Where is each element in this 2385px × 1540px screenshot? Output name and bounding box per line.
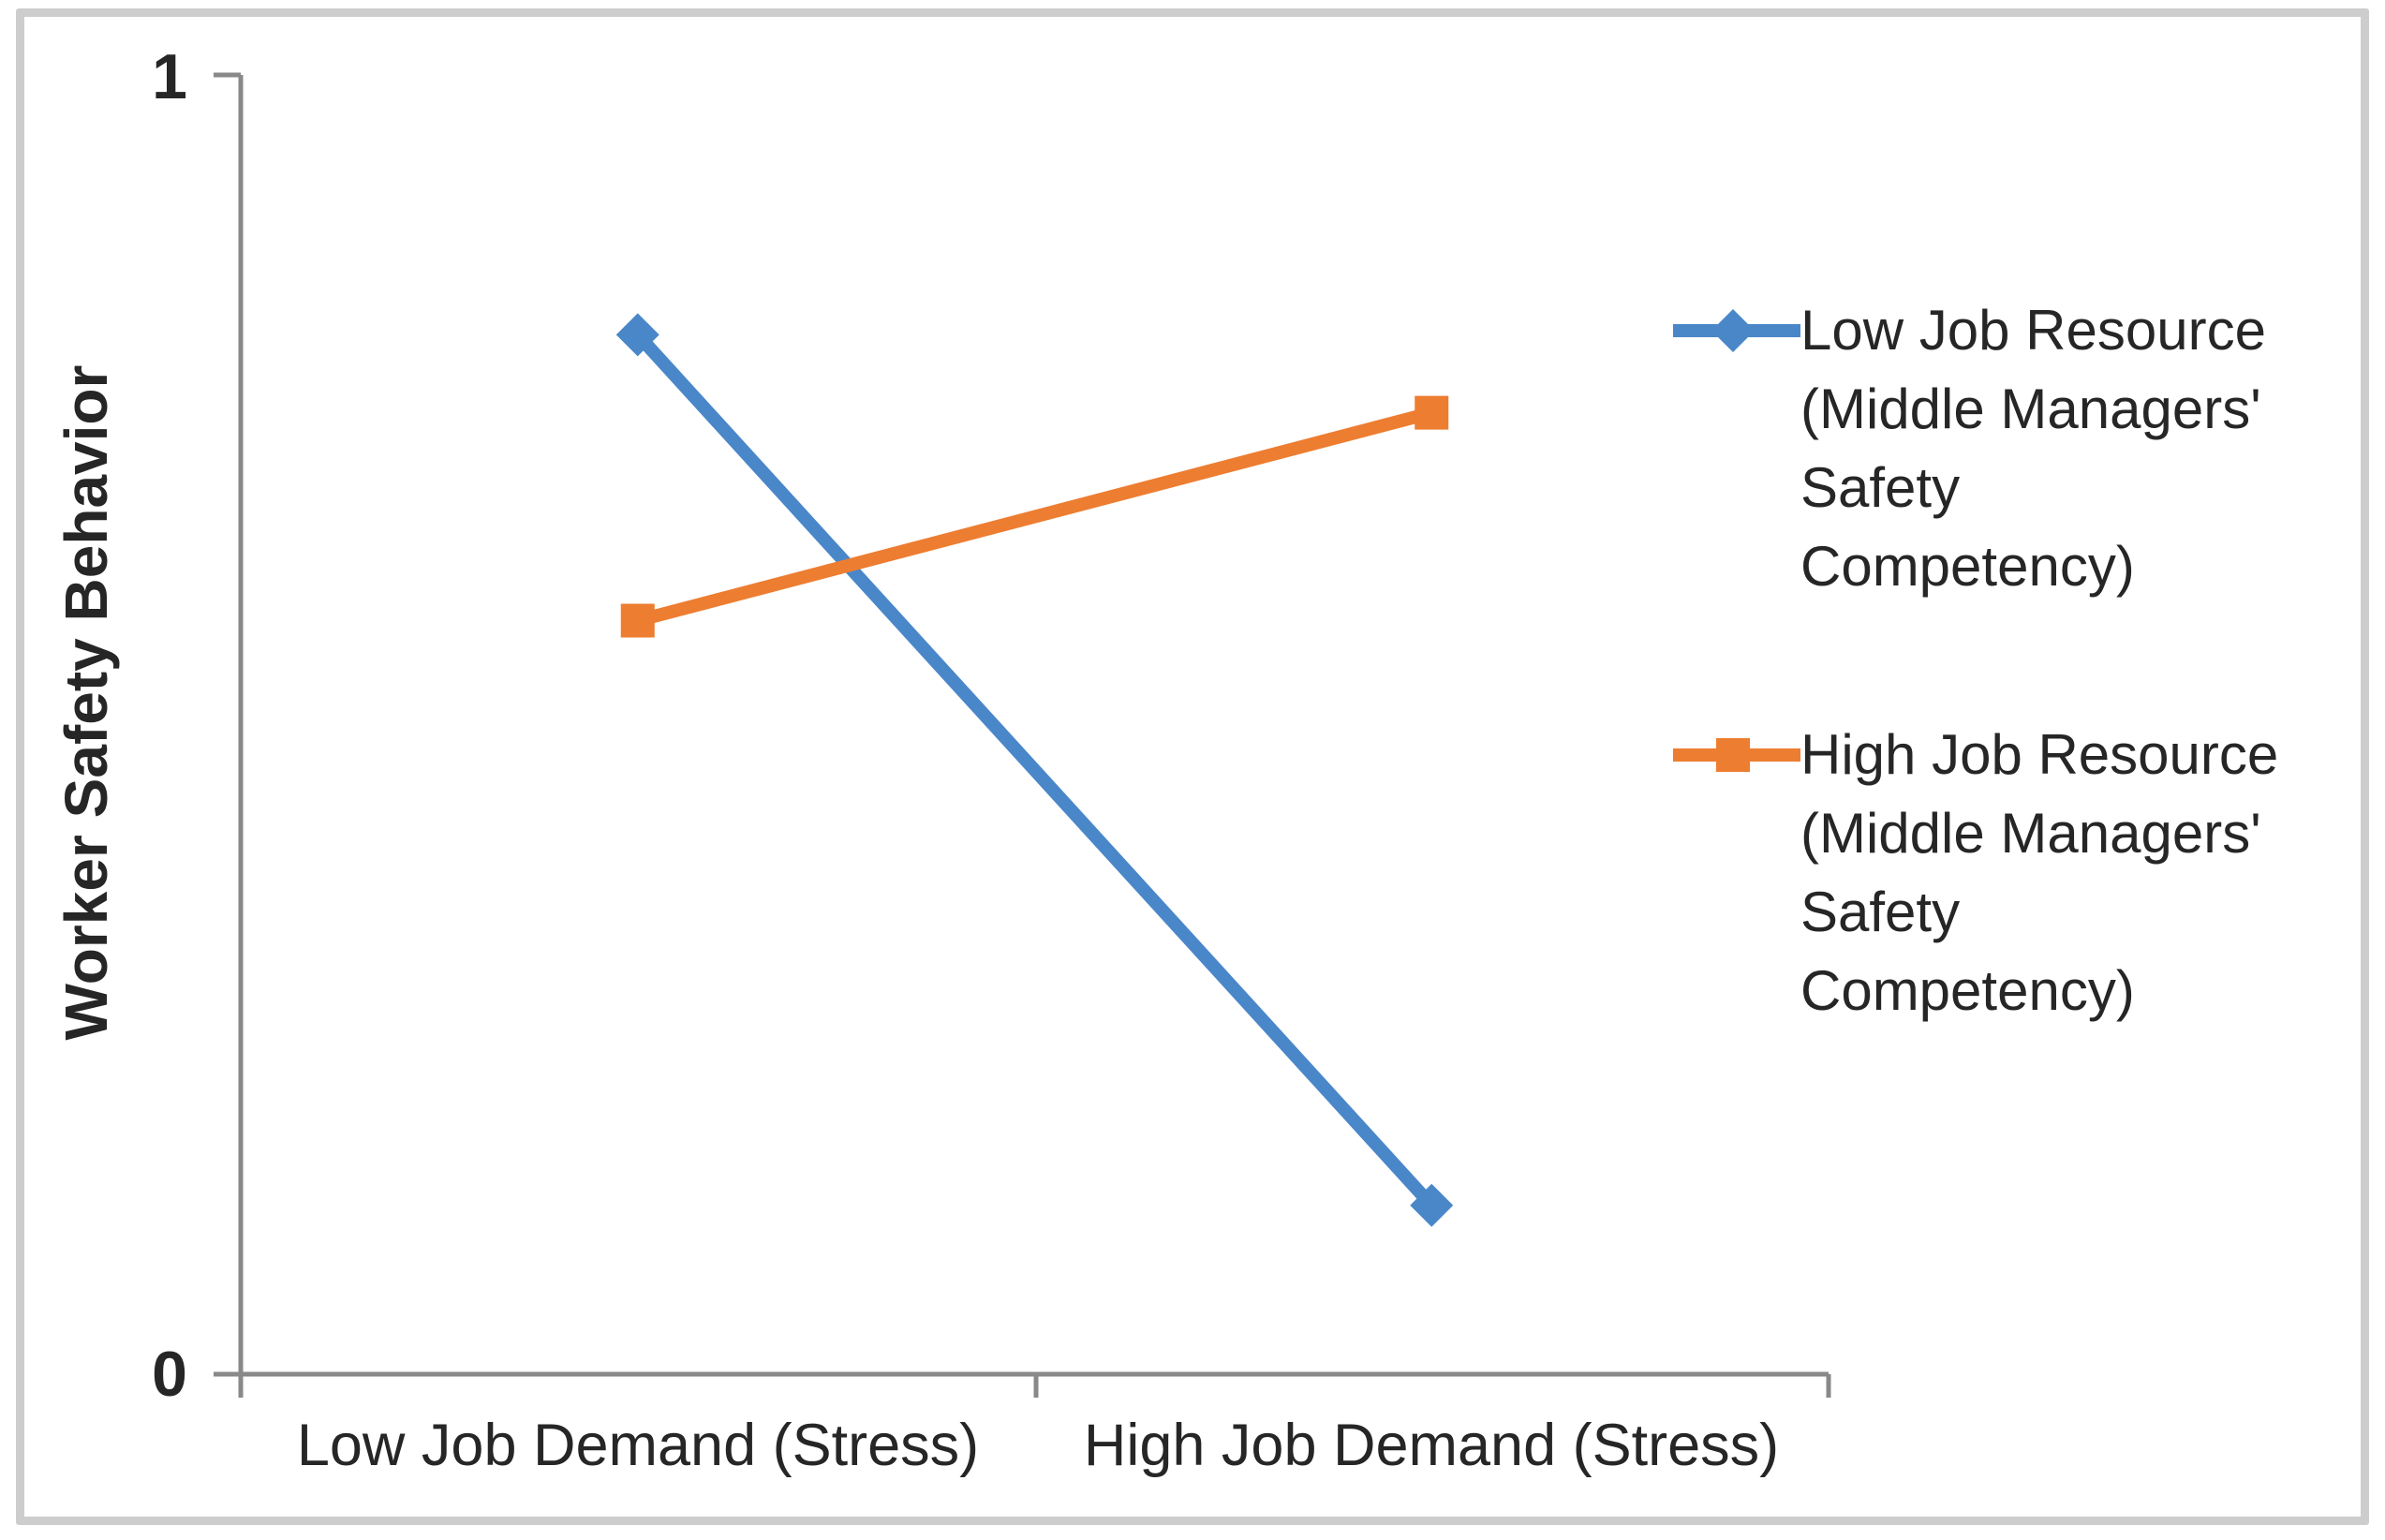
- series-layer: [615, 313, 1454, 1227]
- series-line-1: [635, 406, 1434, 628]
- legend-marker-square-icon: [1673, 738, 1800, 772]
- series-line-0: [632, 330, 1437, 1210]
- x-axis-category-high-job-demand: High Job Demand (Stress): [1083, 1413, 1780, 1478]
- data-point-marker-square: [1415, 395, 1449, 430]
- data-point-marker-diamond: [1410, 1183, 1454, 1227]
- legend-label-high-job-resource: High Job Resource (Middle Managers' Safe…: [1800, 723, 2279, 1022]
- x-axis-category-low-job-demand: Low Job Demand (Stress): [296, 1413, 980, 1478]
- y-axis-tick-label-0: 0: [152, 1339, 187, 1410]
- y-axis-tick-label-1: 1: [152, 41, 187, 112]
- square-marker-icon: [1716, 738, 1750, 772]
- diamond-marker-icon: [1711, 309, 1755, 352]
- legend-label-low-job-resource: Low Job Resource (Middle Managers' Safet…: [1800, 299, 2266, 598]
- y-axis-title: Worker Safety Behavior: [52, 364, 120, 1041]
- legend-marker-diamond-icon: [1673, 309, 1800, 352]
- data-point-marker-square: [620, 603, 655, 638]
- image-border-frame: [16, 8, 2369, 1525]
- data-point-marker-diamond: [615, 313, 659, 357]
